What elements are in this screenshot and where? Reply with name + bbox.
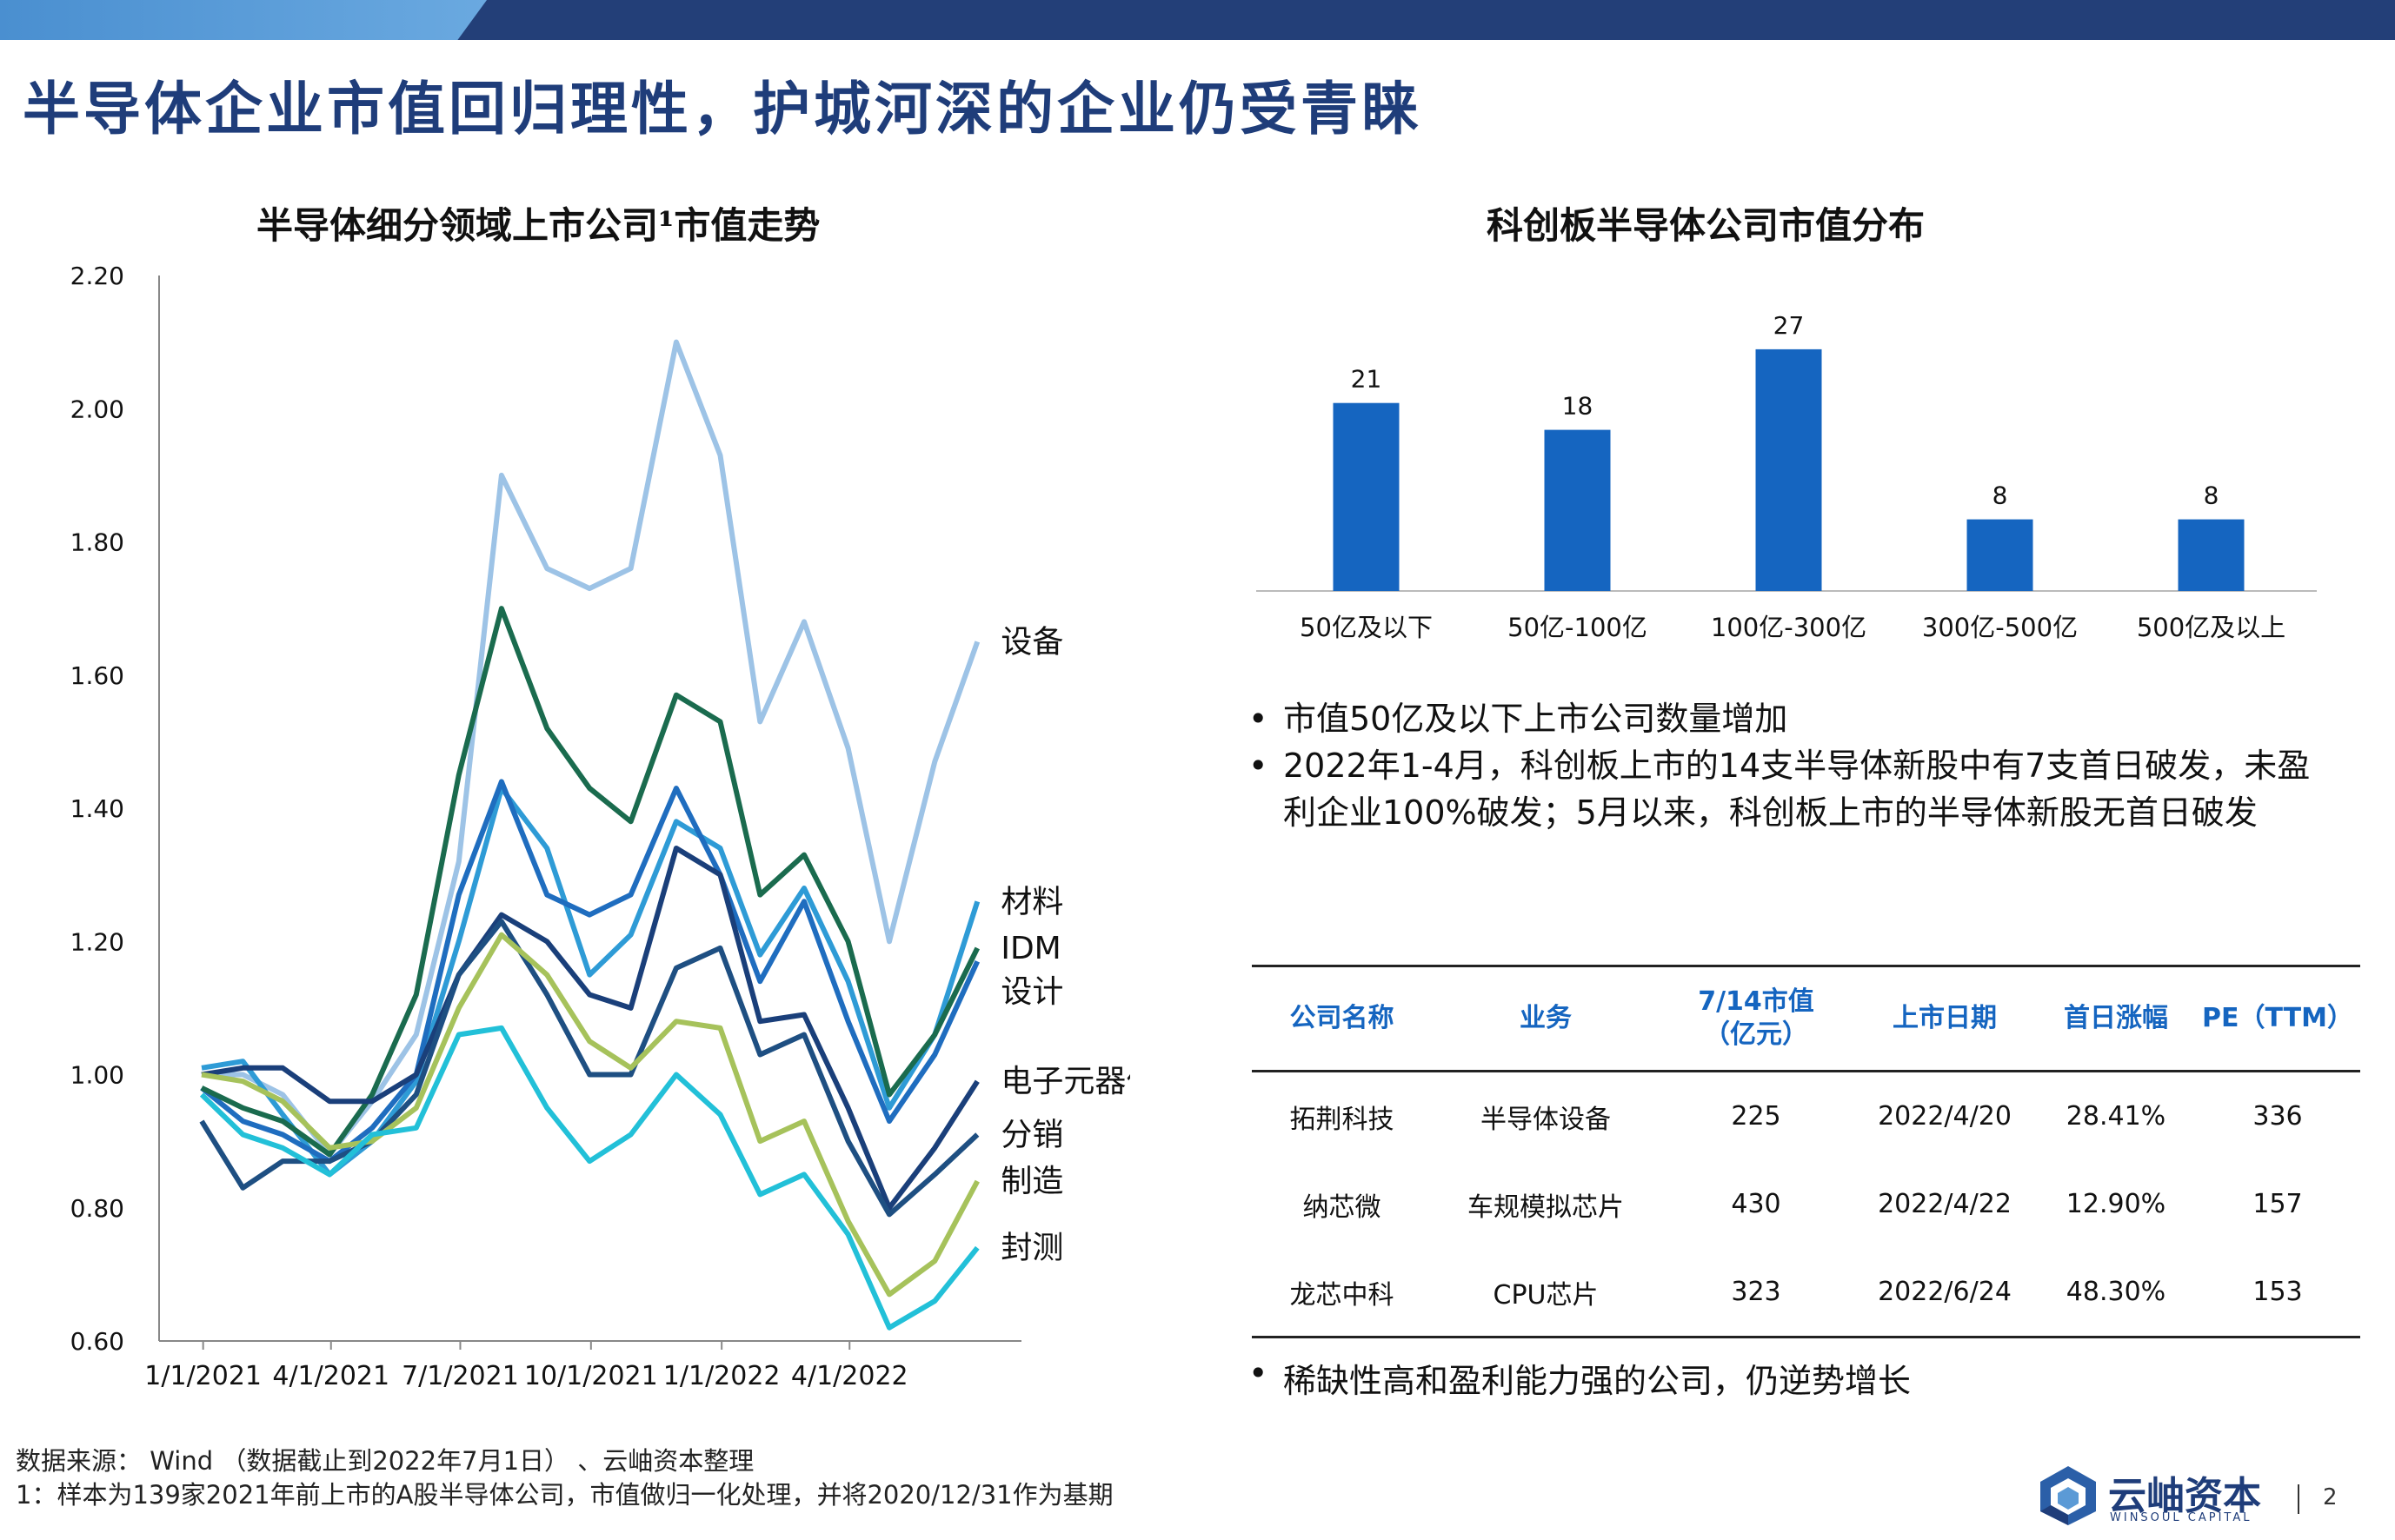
series-label-材料: 材料: [1001, 884, 1063, 919]
bullet-bottom: 稀缺性高和盈利能力强的公司，仍逆势增长: [1243, 1354, 1911, 1402]
header-company: 公司名称: [1252, 965, 1432, 1072]
company-logo: 云岫资本 WINSOUL CAPITAL: [2039, 1464, 2261, 1527]
bar-category-label: 500亿及以上: [2137, 613, 2285, 642]
y-tick-label: 2.00: [70, 395, 124, 423]
bar-chart-title: 科创板半导体公司市值分布: [1487, 204, 1926, 247]
ipo-table: 公司名称 业务 7/14市值 （亿元） 上市日期 首日涨幅 PE（TTM） 拓荆…: [1252, 965, 2360, 1338]
table-row: 纳芯微 车规模拟芯片 430 2022/4/22 12.90% 157: [1252, 1160, 2360, 1248]
bar-category-label: 50亿-100亿: [1507, 613, 1647, 642]
page-number-separator: [2298, 1484, 2299, 1514]
series-line-制造: [201, 932, 980, 1298]
cell-company: 龙芯中科: [1252, 1248, 1432, 1338]
cell-market-cap: 323: [1660, 1248, 1853, 1338]
cell-company: 拓荆科技: [1289, 1104, 1394, 1135]
x-tick-label: 7/1/2021: [402, 1361, 519, 1391]
series-line-分销: [199, 919, 980, 1218]
series-label-分销: 分销: [1001, 1117, 1063, 1152]
header-listing-date: 上市日期: [1853, 965, 2037, 1072]
bar-100亿-300亿: [1755, 348, 1822, 591]
series-label-设计: 设计: [1001, 974, 1063, 1010]
series-line-封测: [199, 1025, 980, 1331]
table-row: 龙芯中科 CPU芯片 323 2022/6/24 48.30% 153: [1252, 1248, 2360, 1338]
page-title: 半导体企业市值回归理性，护城河深的企业仍受青睐: [23, 75, 1422, 143]
top-banner-accent: [0, 0, 487, 40]
cell-market-cap: 225: [1731, 1101, 1781, 1132]
footnote-note: 1：样本为139家2021年前上市的A股半导体公司，市值做归一化处理，并将202…: [16, 1480, 1114, 1510]
x-tick-label: 1/1/2021: [144, 1361, 262, 1391]
y-tick-label: 0.80: [70, 1194, 124, 1223]
cell-first-day-gain: 12.90%: [2066, 1189, 2166, 1219]
series-label-制造: 制造: [1001, 1164, 1063, 1199]
bullet-item: 2022年1-4月，科创板上市的14支半导体新股中有7支首日破发，未盈利企业10…: [1243, 742, 2321, 836]
cell-first-day-gain: 48.30%: [2037, 1248, 2195, 1338]
cell-first-day-gain: 28.41%: [2066, 1101, 2166, 1132]
series-label-设备: 设备: [1001, 624, 1063, 660]
bar-50亿-100亿: [1544, 429, 1611, 591]
series-line-设备: [202, 339, 981, 1158]
header-market-cap: 7/14市值 （亿元）: [1660, 965, 1853, 1072]
series-label-封测: 封测: [1001, 1231, 1063, 1266]
cell-listing-date: 2022/4/22: [1878, 1189, 2012, 1219]
footnote-source: 数据来源： Wind （数据截止到2022年7月1日） 、云岫资本整理: [16, 1446, 755, 1476]
logo-mark-icon: [2040, 1466, 2096, 1525]
series-label-电子元器件: 电子元器件: [1001, 1064, 1130, 1099]
bullet-item: 市值50亿及以下上市公司数量增加: [1243, 695, 2321, 742]
bar-50亿及以下: [1333, 402, 1400, 591]
y-tick-label: 1.40: [70, 794, 124, 823]
header-market-cap-line1: 7/14市值: [1698, 986, 1814, 1017]
bullet-list-top: 市值50亿及以下上市公司数量增加 2022年1-4月，科创板上市的14支半导体新…: [1243, 695, 2321, 836]
cell-listing-date: 2022/6/24: [1853, 1248, 2037, 1338]
cell-company: 纳芯微: [1302, 1192, 1381, 1223]
bar-chart: 21 50亿及以下 18 50亿-100亿 27 100亿-300亿 8 300亿-500亿 8…: [1256, 311, 2317, 642]
cell-business: 半导体设备: [1480, 1104, 1611, 1135]
bar-500亿及以上: [2178, 519, 2245, 591]
logo-text-en: WINSOUL CAPITAL: [2110, 1511, 2252, 1524]
table-row: 拓荆科技 半导体设备 225 2022/4/20 28.41% 336: [1252, 1072, 2360, 1161]
x-tick-label: 4/1/2021: [272, 1361, 389, 1391]
table-header-row: 公司名称 业务 7/14市值 （亿元） 上市日期 首日涨幅 PE（TTM）: [1252, 965, 2360, 1072]
y-tick-label: 1.60: [70, 661, 124, 690]
header-pe: PE（TTM）: [2195, 965, 2360, 1072]
bar-value-label: 8: [1993, 481, 2008, 510]
cell-market-cap: 430: [1731, 1189, 1781, 1219]
line-chart-title: 半导体细分领域上市公司¹市值走势: [256, 204, 821, 247]
x-tick-label: 1/1/2022: [663, 1361, 781, 1391]
header-market-cap-line2: （亿元）: [1704, 1019, 1808, 1050]
line-chart: 0.60 0.80 1.00 1.20 1.40 1.60 1.80 2.00 2.20 1/1/…: [70, 262, 1130, 1391]
header-first-day-gain: 首日涨幅: [2037, 965, 2195, 1072]
x-tick-label: 10/1/2021: [524, 1361, 658, 1391]
cell-pe: 157: [2252, 1189, 2303, 1219]
bar-value-label: 21: [1351, 365, 1382, 394]
logo-text-cn: 云岫资本: [2108, 1474, 2261, 1518]
cell-listing-date: 2022/4/20: [1878, 1101, 2012, 1132]
series-line-电子元器件: [201, 846, 980, 1211]
bar-category-label: 300亿-500亿: [1922, 613, 2078, 642]
bar-value-label: 18: [1562, 392, 1593, 421]
series-label-IDM: IDM: [1001, 931, 1061, 966]
cell-business: 车规模拟芯片: [1467, 1192, 1624, 1223]
bar-category-label: 50亿及以下: [1300, 613, 1433, 642]
cell-business: CPU芯片: [1432, 1248, 1660, 1338]
page-number: 2: [2323, 1484, 2338, 1510]
cell-pe: 153: [2195, 1248, 2360, 1338]
series-line-IDM: [200, 606, 980, 1158]
bar-category-label: 100亿-300亿: [1711, 613, 1866, 642]
y-tick-label: 0.60: [70, 1327, 124, 1356]
y-tick-label: 1.00: [70, 1061, 124, 1090]
y-tick-label: 1.20: [70, 927, 124, 956]
y-tick-label: 2.20: [70, 262, 124, 290]
header-business: 业务: [1432, 965, 1660, 1072]
y-tick-label: 1.80: [70, 528, 124, 557]
bar-value-label: 8: [2204, 481, 2219, 510]
bar-value-label: 27: [1773, 311, 1805, 340]
cell-pe: 336: [2252, 1101, 2303, 1132]
x-tick-label: 4/1/2022: [791, 1361, 908, 1391]
bar-300亿-500亿: [1966, 519, 2033, 591]
